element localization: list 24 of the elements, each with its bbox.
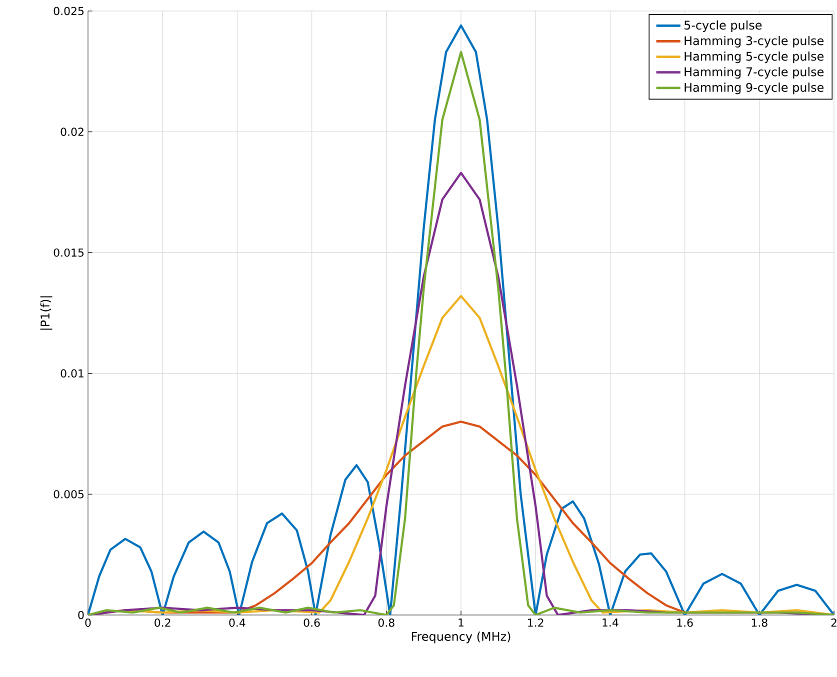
legend-label: Hamming 9-cycle pulse: [684, 82, 824, 94]
y-tick-label: 0.025: [54, 6, 84, 16]
legend-label: Hamming 5-cycle pulse: [684, 52, 824, 64]
y-tick-label: 0: [78, 610, 84, 620]
x-tick-label: 0: [85, 618, 91, 627]
x-tick-label: 0.6: [304, 618, 320, 627]
x-tick-label: 1.8: [752, 618, 768, 627]
x-tick-label: 1.2: [528, 618, 544, 627]
x-tick-label: 1: [458, 618, 464, 627]
y-tick-label: 0.005: [54, 490, 84, 498]
y-tick-label: 0.01: [60, 369, 84, 378]
legend-label: 5-cycle pulse: [684, 20, 762, 32]
x-tick-label: 0.8: [378, 618, 394, 627]
x-tick-label: 0.2: [154, 618, 170, 627]
x-tick-label: 1.6: [677, 618, 693, 627]
legend-label: Hamming 3-cycle pulse: [684, 36, 824, 48]
x-tick-label: 0.4: [229, 618, 246, 627]
x-tick-label: 2: [831, 618, 836, 627]
x-axis-title: Frequency (MHz): [412, 632, 510, 644]
legend-label: Hamming 7-cycle pulse: [684, 67, 824, 79]
y-axis-title: |P1(f)|: [40, 296, 52, 330]
y-tick-label: 0.02: [60, 128, 84, 136]
x-tick-label: 1.4: [602, 618, 618, 627]
y-tick-label: 0.015: [54, 248, 84, 257]
